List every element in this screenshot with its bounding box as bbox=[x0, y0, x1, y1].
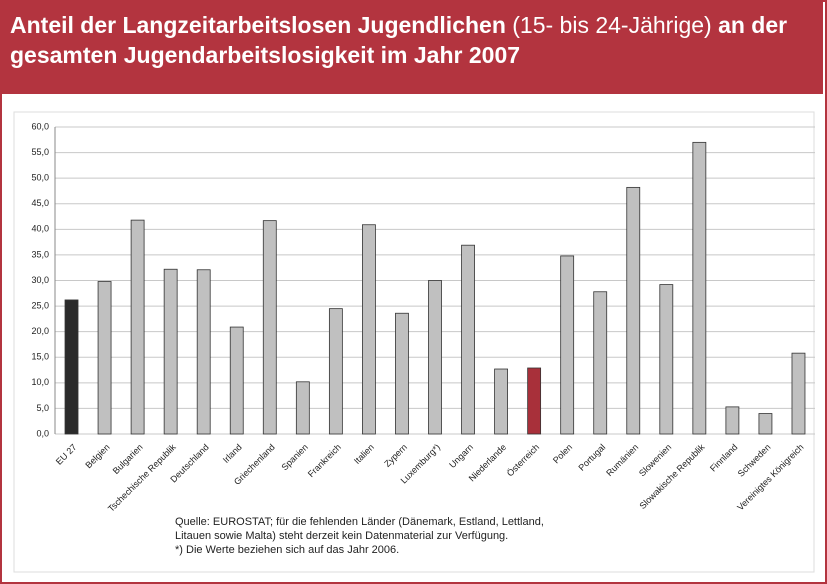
chart-area bbox=[13, 111, 815, 573]
bar bbox=[229, 326, 244, 435]
bar bbox=[97, 281, 112, 435]
bar bbox=[163, 268, 178, 435]
x-tick-label: Portugal bbox=[577, 442, 608, 473]
x-tick-label: Ungarn bbox=[447, 442, 475, 470]
bar bbox=[758, 413, 773, 435]
bar bbox=[295, 381, 310, 435]
title-part: (15- bis 24-Jährige) bbox=[512, 12, 712, 38]
x-tick-label: Zypern bbox=[382, 442, 409, 469]
bar bbox=[328, 308, 343, 435]
bar bbox=[130, 219, 145, 435]
x-tick-label: Italien bbox=[352, 442, 376, 466]
y-tick-label: 25,0 bbox=[31, 300, 49, 310]
y-tick-label: 5,0 bbox=[36, 403, 49, 413]
x-tick-label: Irland bbox=[221, 442, 244, 465]
x-tick-label: Polen bbox=[551, 442, 574, 465]
x-tick-label: Österreich bbox=[505, 442, 541, 478]
x-tick-label: Belgien bbox=[83, 442, 111, 470]
bar bbox=[196, 269, 211, 435]
bar bbox=[262, 220, 277, 435]
y-tick-label: 10,0 bbox=[31, 377, 49, 387]
bar bbox=[692, 141, 707, 435]
bar bbox=[395, 312, 409, 435]
x-tick-label: EU 27 bbox=[54, 442, 79, 467]
header: Anteil der Langzeitarbeitslosen Jugendli… bbox=[0, 0, 823, 94]
y-tick-label: 45,0 bbox=[31, 198, 49, 208]
bar bbox=[725, 406, 740, 435]
y-tick-label: 20,0 bbox=[31, 326, 49, 336]
source-note: *) Die Werte beziehen sich auf das Jahr … bbox=[175, 544, 399, 556]
bar bbox=[527, 367, 542, 435]
title-part: Anteil der Langzeitarbeitslosen Jugendli… bbox=[10, 12, 506, 38]
bar bbox=[461, 244, 475, 435]
x-tick-label: Spanien bbox=[279, 442, 309, 472]
y-tick-label: 60,0 bbox=[31, 121, 49, 131]
title-part: an der gesamten Jugendarbeitslosigkeit i… bbox=[10, 12, 788, 68]
bar bbox=[791, 352, 806, 435]
source-note: Litauen sowie Malta) steht derzeit kein … bbox=[175, 530, 508, 542]
source-note: Quelle: EUROSTAT; für die fehlenden Länd… bbox=[175, 516, 544, 528]
bar bbox=[626, 186, 641, 435]
y-tick-label: 30,0 bbox=[31, 275, 49, 285]
x-tick-label: Vereinigtes Königreich bbox=[735, 442, 805, 512]
bar bbox=[560, 255, 575, 435]
y-tick-label: 35,0 bbox=[31, 249, 49, 259]
y-tick-label: 55,0 bbox=[31, 147, 49, 157]
x-tick-label: Rumänien bbox=[604, 442, 640, 478]
bar bbox=[64, 299, 79, 435]
bar bbox=[362, 224, 376, 435]
y-tick-label: 15,0 bbox=[31, 352, 49, 362]
bar bbox=[593, 291, 608, 435]
y-tick-label: 0,0 bbox=[36, 428, 49, 438]
y-tick-label: 50,0 bbox=[31, 173, 49, 183]
x-tick-label: Slowakische Republik bbox=[637, 442, 706, 511]
x-tick-label: Frankreich bbox=[306, 442, 343, 479]
bar bbox=[659, 284, 674, 435]
y-tick-label: 40,0 bbox=[31, 224, 49, 234]
bar bbox=[428, 280, 442, 435]
bar bbox=[494, 368, 508, 435]
x-tick-label: Finnland bbox=[708, 442, 739, 473]
x-tick-label: Bulgarien bbox=[111, 442, 145, 476]
